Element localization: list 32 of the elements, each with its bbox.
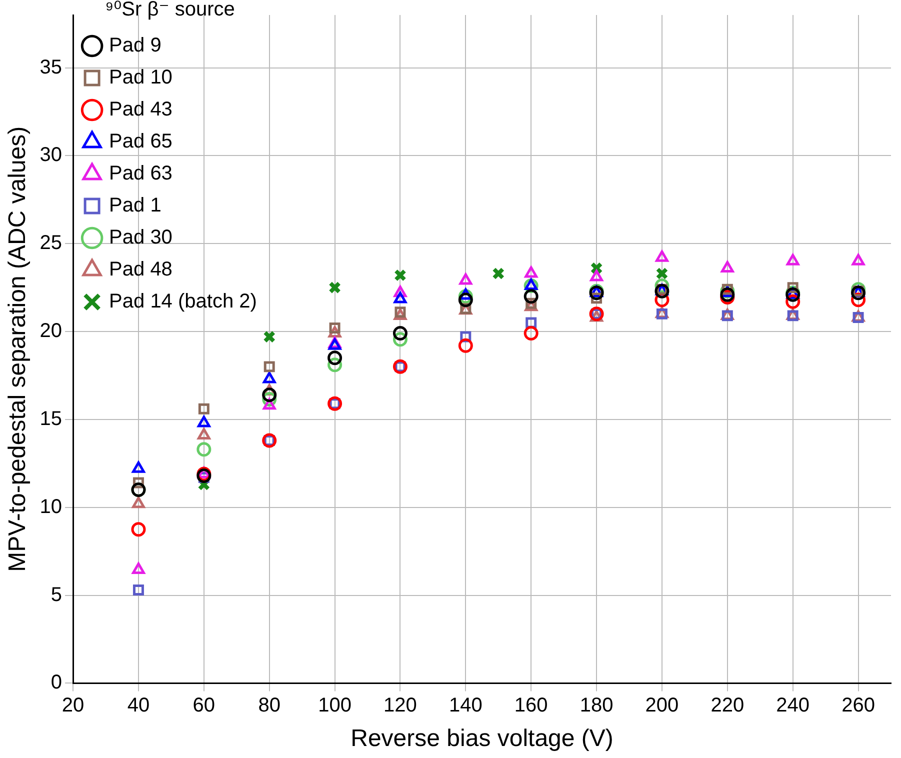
legend-label: Pad 14 (batch 2) [109, 290, 257, 313]
x-tick-label: 180 [580, 694, 614, 717]
legend-label: Pad 65 [109, 130, 172, 153]
x-tick-label: 40 [127, 694, 150, 717]
y-tick-label: 35 [40, 56, 62, 78]
x-tick-label: 140 [448, 694, 482, 717]
y-tick-label: 5 [50, 584, 62, 606]
legend-label: Pad 1 [109, 194, 162, 217]
legend-title: ⁹⁰Sr β⁻ source [105, 0, 235, 21]
x-axis-title: Reverse bias voltage (V) [350, 725, 614, 752]
x-tick-label: 260 [842, 694, 875, 717]
legend-label: Pad 63 [109, 162, 172, 185]
x-tick-label: 60 [192, 694, 216, 717]
y-tick-label: 15 [40, 408, 62, 430]
legend-label: Pad 43 [109, 98, 172, 121]
y-tick-label: 20 [40, 320, 62, 342]
legend-label: Pad 30 [109, 226, 172, 249]
y-tick-label: 30 [40, 144, 62, 166]
x-tick-label: 160 [514, 694, 548, 717]
x-tick-label: 200 [645, 694, 679, 717]
y-axis-title: MPV-to-pedestal separation (ADC values) [4, 126, 32, 572]
x-tick-label: 100 [318, 694, 352, 717]
legend-label: Pad 48 [109, 258, 172, 281]
y-tick-label: 25 [40, 232, 62, 254]
y-tick-label: 0 [50, 672, 62, 694]
x-tick-label: 120 [384, 694, 417, 717]
legend-label: Pad 9 [109, 34, 162, 57]
legend-label: Pad 10 [109, 66, 172, 89]
x-tick-label: 80 [258, 694, 280, 717]
x-tick-label: 220 [710, 694, 744, 717]
x-tick-label: 240 [776, 694, 810, 717]
y-tick-label: 10 [40, 496, 62, 518]
